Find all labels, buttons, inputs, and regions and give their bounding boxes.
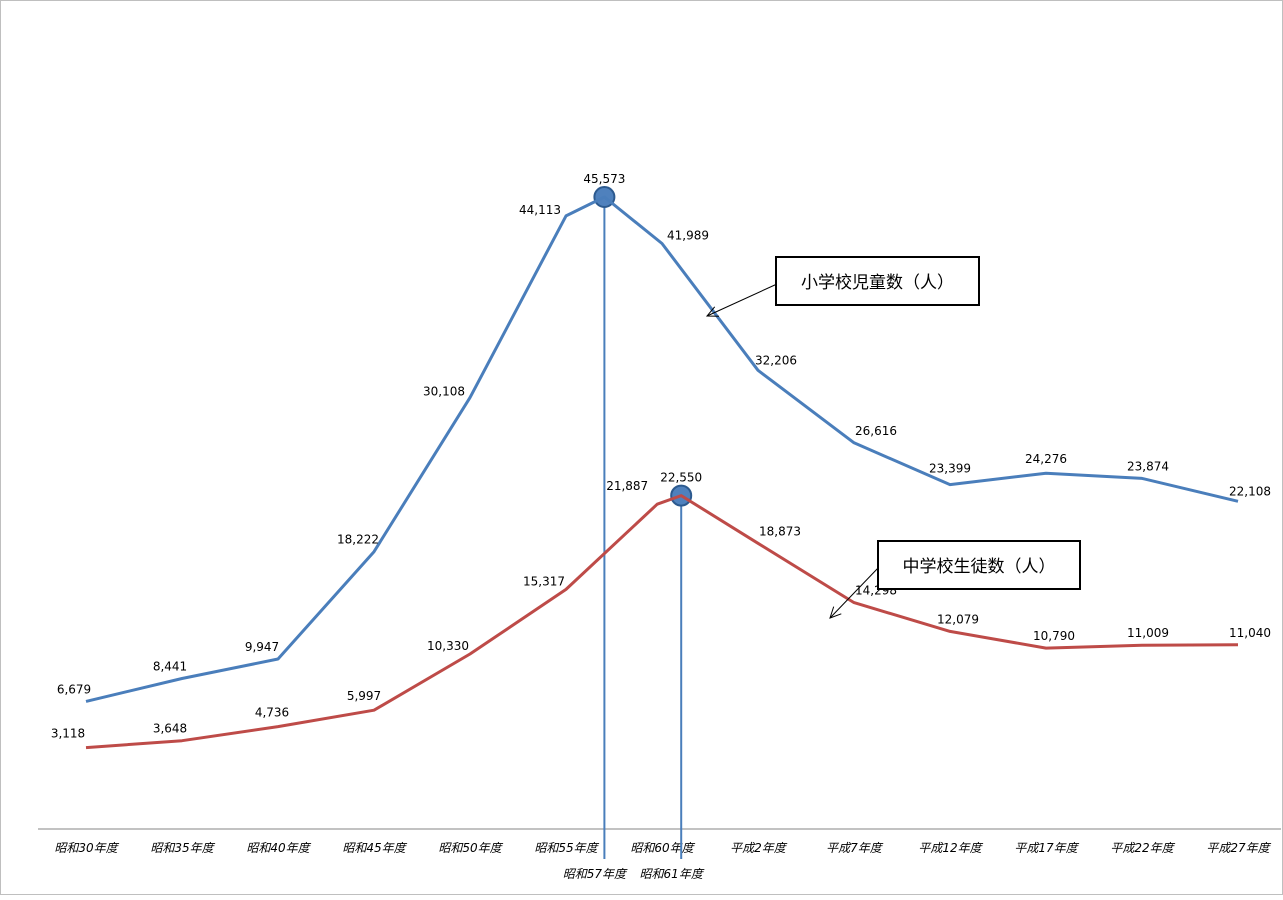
callout-label: 中学校生徒数（人） [903, 557, 1056, 577]
x-tick-label: 昭和50年度 [438, 841, 503, 855]
peak-label: 昭和61年度 [640, 867, 705, 881]
callouts: 小学校児童数（人） 中学校生徒数（人） [705, 256, 1081, 619]
callout-arrowhead [705, 306, 720, 317]
data-label: 11,040 [1229, 626, 1271, 640]
callout-box [775, 256, 980, 306]
callout-label: 小学校児童数（人） [801, 273, 954, 293]
data-label: 32,206 [755, 353, 797, 367]
data-label: 3,648 [153, 722, 187, 736]
x-tick-label: 平成27年度 [1206, 841, 1271, 855]
callout-arrow [706, 283, 778, 317]
series-line-0 [85, 195, 1239, 703]
x-tick-label: 平成12年度 [918, 841, 983, 855]
callout-box [877, 540, 1081, 590]
x-tick-label: 昭和40年度 [246, 841, 311, 855]
data-label: 18,873 [759, 524, 801, 538]
x-tick-label: 昭和35年度 [150, 841, 215, 855]
data-label: 6,679 [57, 682, 91, 696]
x-tick-label: 昭和55年度 [534, 841, 599, 855]
data-label: 10,790 [1033, 629, 1075, 643]
series-lines [85, 195, 1239, 750]
peak-markers: 昭和57年度 昭和61年度 [563, 186, 705, 881]
data-label: 21,887 [606, 479, 648, 493]
data-label: 9,947 [245, 640, 279, 654]
x-axis: 昭和30年度 昭和35年度 昭和40年度 昭和45年度 昭和50年度 昭和55年度 昭和60… [38, 828, 1281, 855]
data-label: 22,550 [660, 471, 702, 485]
data-label: 3,118 [51, 727, 85, 741]
peak-label: 昭和57年度 [563, 867, 628, 881]
data-label: 4,736 [255, 706, 289, 720]
data-label: 18,222 [337, 533, 379, 547]
data-label: 11,009 [1127, 626, 1169, 640]
x-tick-label: 平成7年度 [826, 841, 884, 855]
data-label: 41,989 [667, 228, 709, 242]
x-tick-label: 平成22年度 [1110, 841, 1175, 855]
callout-arrow [829, 566, 880, 619]
data-label: 24,276 [1025, 452, 1067, 466]
x-tick-label: 平成17年度 [1014, 841, 1079, 855]
data-label: 5,997 [347, 689, 381, 703]
series-line-1 [85, 494, 1239, 750]
x-tick-label: 昭和30年度 [54, 841, 119, 855]
data-label: 26,616 [855, 424, 897, 438]
data-label: 30,108 [423, 385, 465, 399]
data-label: 45,573 [583, 172, 625, 186]
x-tick-label: 昭和45年度 [342, 841, 407, 855]
data-label: 23,874 [1127, 459, 1169, 473]
data-label: 15,317 [523, 574, 565, 588]
data-label: 8,441 [153, 660, 187, 674]
data-label: 10,330 [427, 639, 469, 653]
x-tick-label: 昭和60年度 [630, 841, 695, 855]
data-labels: 6,679 8,441 9,947 18,222 30,108 44,113 45,573 4… [51, 172, 1271, 741]
data-label: 23,399 [929, 462, 971, 476]
data-label: 44,113 [519, 203, 561, 217]
callout-arrowhead [829, 606, 842, 619]
x-tick-label: 平成2年度 [730, 841, 788, 855]
data-label: 22,108 [1229, 484, 1271, 498]
data-label: 12,079 [937, 612, 979, 626]
